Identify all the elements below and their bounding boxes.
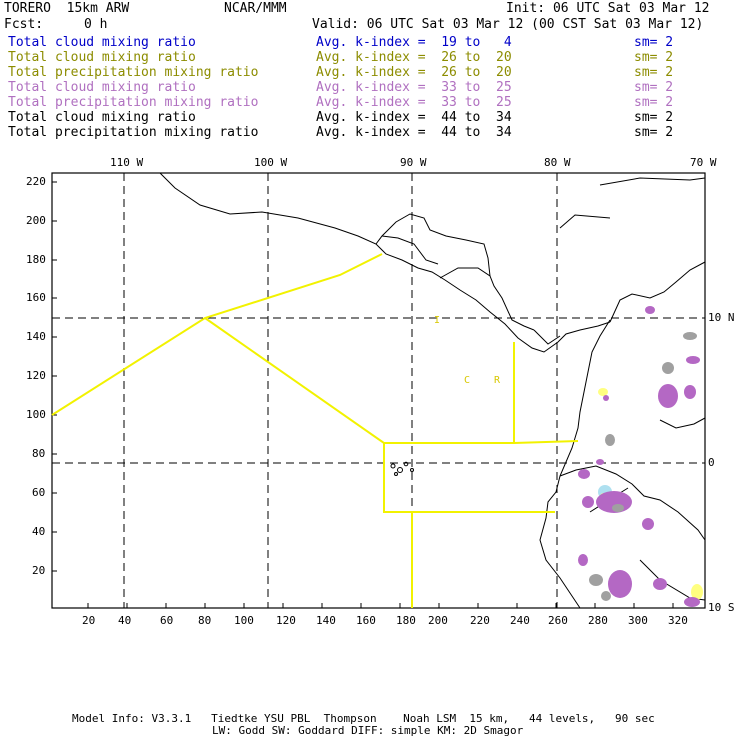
x-tick-label: 220 xyxy=(470,614,490,627)
legend-kindex: Avg. k-index = 44 to 34 xyxy=(316,110,512,125)
x-tick-label: 80 xyxy=(198,614,212,627)
legend-field: Total cloud mixing ratio xyxy=(8,110,196,125)
y-tick-label: 200 xyxy=(26,214,46,227)
y-tick-label: 140 xyxy=(26,330,46,343)
yellow-line-north xyxy=(51,253,383,416)
y-tick-label: 60 xyxy=(32,486,46,499)
y-tick-label: 20 xyxy=(32,564,46,577)
yellow-line-east xyxy=(513,440,579,444)
purple-patch xyxy=(653,578,667,590)
purple-patch xyxy=(596,459,604,465)
model-title: TORERO 15km ARW xyxy=(4,1,130,16)
gray-patch xyxy=(612,504,624,512)
legend-smoothing: sm= 2 xyxy=(634,80,674,95)
x-tick-label: 20 xyxy=(82,614,96,627)
valid-time: Valid: 06 UTC Sat 03 Mar 12 (00 CST Sat … xyxy=(312,17,704,32)
purple-patch xyxy=(578,469,590,479)
x-tick-label: 100 xyxy=(234,614,254,627)
legend-smoothing: sm= 2 xyxy=(634,110,674,125)
lon-label: 110 W xyxy=(110,156,144,169)
y-tick-label: 100 xyxy=(26,408,46,421)
x-tick-label: 320 xyxy=(668,614,688,627)
model-info: Model Info: V3.3.1 Tiedtke YSU PBL Thomp… xyxy=(72,712,655,725)
purple-patch xyxy=(645,306,655,314)
lat-label: 0 xyxy=(708,456,715,469)
region-label: C xyxy=(464,375,470,386)
legend-smoothing: sm= 2 xyxy=(634,95,674,110)
legend-field: Total precipitation mixing ratio xyxy=(8,125,259,140)
legend-kindex: Avg. k-index = 19 to 4 xyxy=(316,35,512,50)
yellow-patch xyxy=(691,584,703,600)
legend-kindex: Avg. k-index = 26 to 20 xyxy=(316,65,512,80)
legend-field: Total cloud mixing ratio xyxy=(8,80,196,95)
purple-patch xyxy=(684,597,700,607)
x-tick-label: 120 xyxy=(276,614,296,627)
x-tick-label: 180 xyxy=(396,614,416,627)
legend-field: Total cloud mixing ratio xyxy=(8,50,196,65)
map-frame xyxy=(51,172,706,609)
legend-smoothing: sm= 2 xyxy=(634,35,674,50)
yellow-box-top xyxy=(384,342,515,444)
gray-patch xyxy=(683,332,697,340)
x-tick-label: 300 xyxy=(628,614,648,627)
legend-kindex: Avg. k-index = 33 to 25 xyxy=(316,80,512,95)
init-time: Init: 06 UTC Sat 03 Mar 12 xyxy=(506,1,710,16)
gray-patch xyxy=(605,434,615,446)
gray-patch xyxy=(601,591,611,601)
lon-label: 90 W xyxy=(400,156,427,169)
forecast-label: Fcst: xyxy=(4,17,44,32)
y-tick-label: 40 xyxy=(32,525,46,538)
yellow-line-south xyxy=(204,317,555,513)
axis-ticks xyxy=(52,181,674,608)
y-tick-label: 220 xyxy=(26,175,46,188)
lon-label: 70 W xyxy=(690,156,717,169)
gray-patch xyxy=(589,574,603,586)
legend-kindex: Avg. k-index = 44 to 34 xyxy=(316,125,512,140)
y-tick-label: 80 xyxy=(32,447,46,460)
legend-field: Total precipitation mixing ratio xyxy=(8,65,259,80)
legend-smoothing: sm= 2 xyxy=(634,125,674,140)
legend-smoothing: sm= 2 xyxy=(634,50,674,65)
yellow-patch xyxy=(598,388,608,396)
x-tick-label: 40 xyxy=(118,614,132,627)
purple-patch xyxy=(686,356,700,364)
legend-field: Total cloud mixing ratio xyxy=(8,35,196,50)
y-tick-label: 160 xyxy=(26,291,46,304)
purple-patch xyxy=(658,384,678,408)
legend-kindex: Avg. k-index = 33 to 25 xyxy=(316,95,512,110)
region-label: R xyxy=(494,375,501,386)
legend-kindex: Avg. k-index = 26 to 20 xyxy=(316,50,512,65)
lon-label: 100 W xyxy=(254,156,288,169)
gray-patch xyxy=(662,362,674,374)
x-tick-label: 260 xyxy=(548,614,568,627)
region-label: I xyxy=(434,315,440,326)
purple-patch xyxy=(684,385,696,399)
x-tick-label: 280 xyxy=(588,614,608,627)
lon-label: 80 W xyxy=(544,156,571,169)
x-tick-label: 160 xyxy=(356,614,376,627)
purple-patch xyxy=(642,518,654,530)
coastlines xyxy=(159,172,706,609)
yellow-boundaries xyxy=(51,253,579,608)
center-label: NCAR/MMM xyxy=(224,1,287,16)
purple-patch xyxy=(608,570,632,598)
physics-info: LW: Godd SW: Goddard DIFF: simple KM: 2D… xyxy=(212,724,524,737)
x-tick-label: 140 xyxy=(316,614,336,627)
forecast-hour: 0 h xyxy=(84,17,108,32)
purple-patch xyxy=(603,395,609,401)
y-tick-label: 120 xyxy=(26,369,46,382)
legend-field: Total precipitation mixing ratio xyxy=(8,95,259,110)
lat-lon-grid xyxy=(52,173,705,608)
x-tick-label: 240 xyxy=(510,614,530,627)
purple-patch xyxy=(582,496,594,508)
x-tick-label: 60 xyxy=(160,614,174,627)
x-tick-label: 200 xyxy=(428,614,448,627)
y-tick-label: 180 xyxy=(26,253,46,266)
lat-label: 10 N xyxy=(708,311,735,324)
cloud-patches xyxy=(578,306,703,607)
legend-smoothing: sm= 2 xyxy=(634,65,674,80)
lat-label: 10 S xyxy=(708,601,735,614)
purple-patch xyxy=(578,554,588,566)
